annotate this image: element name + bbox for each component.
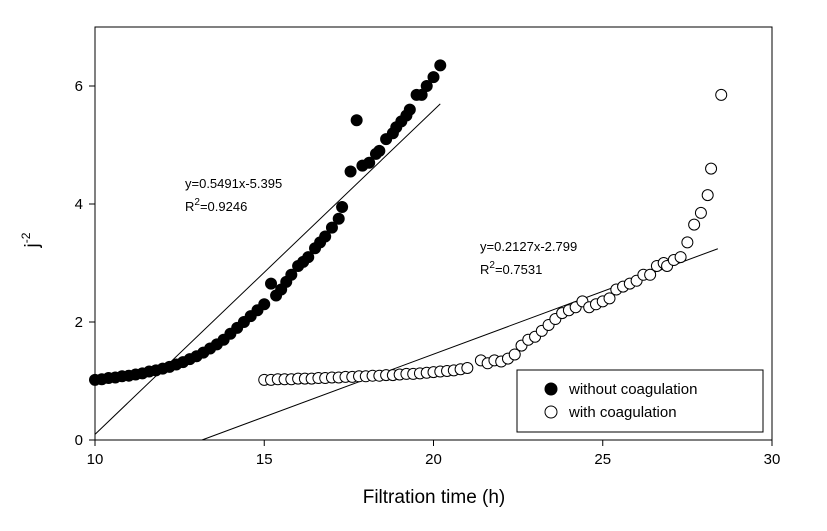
data-point — [403, 103, 416, 116]
r2-base: R — [480, 262, 489, 277]
data-point — [373, 144, 386, 157]
data-point — [325, 221, 338, 234]
data-point — [319, 230, 332, 243]
legend-label: without coagulation — [568, 381, 697, 398]
data-point — [363, 156, 376, 169]
r2-rest: =0.9246 — [200, 199, 247, 214]
data-point — [701, 189, 714, 202]
data-point — [705, 162, 718, 175]
r2-base: R — [185, 199, 194, 214]
data-point — [694, 206, 707, 219]
data-point — [603, 292, 616, 305]
legend-label: with coagulation — [568, 404, 677, 421]
data-point — [344, 165, 357, 178]
y-label-base: j — [22, 243, 43, 248]
x-tick-label: 10 — [87, 451, 104, 468]
y-tick-label: 4 — [75, 196, 83, 213]
y-label-sup: -2 — [19, 232, 33, 243]
r2-sup: 2 — [489, 260, 495, 271]
data-point — [285, 268, 298, 281]
x-tick-label: 30 — [764, 451, 781, 468]
x-tick-label: 25 — [594, 451, 611, 468]
data-point — [508, 348, 521, 361]
y-tick-label: 0 — [75, 432, 83, 449]
data-point — [674, 251, 687, 264]
data-point — [715, 88, 728, 101]
fit-equation: y=0.5491x-5.395 — [185, 176, 282, 191]
legend-box — [516, 369, 764, 433]
fit-r2: R2=0.7531 — [480, 260, 542, 277]
fit-line — [94, 103, 441, 435]
fit-r2: R2=0.9246 — [185, 197, 247, 214]
data-point — [302, 251, 315, 264]
data-point — [420, 80, 433, 92]
x-tick-label: 15 — [256, 451, 273, 468]
r2-sup: 2 — [194, 197, 200, 208]
data-point — [265, 277, 278, 290]
data-point — [434, 59, 447, 72]
data-point — [688, 218, 701, 231]
y-tick-label: 6 — [75, 78, 83, 95]
y-axis-label: j-2 — [19, 232, 43, 248]
data-point — [350, 114, 363, 127]
r2-rest: =0.7531 — [495, 262, 542, 277]
data-point — [336, 200, 349, 213]
data-point — [415, 88, 428, 101]
data-point — [332, 212, 345, 225]
x-axis-label: Filtration time (h) — [363, 487, 506, 508]
x-tick-label: 20 — [425, 451, 442, 468]
data-point — [461, 362, 474, 375]
data-point — [681, 236, 694, 249]
y-tick-label: 2 — [75, 314, 83, 331]
data-point — [427, 71, 440, 84]
legend-marker — [544, 405, 558, 419]
data-point — [644, 268, 657, 281]
legend-marker — [544, 382, 558, 396]
fit-equation: y=0.2127x-2.799 — [480, 239, 577, 254]
data-point — [258, 298, 271, 311]
